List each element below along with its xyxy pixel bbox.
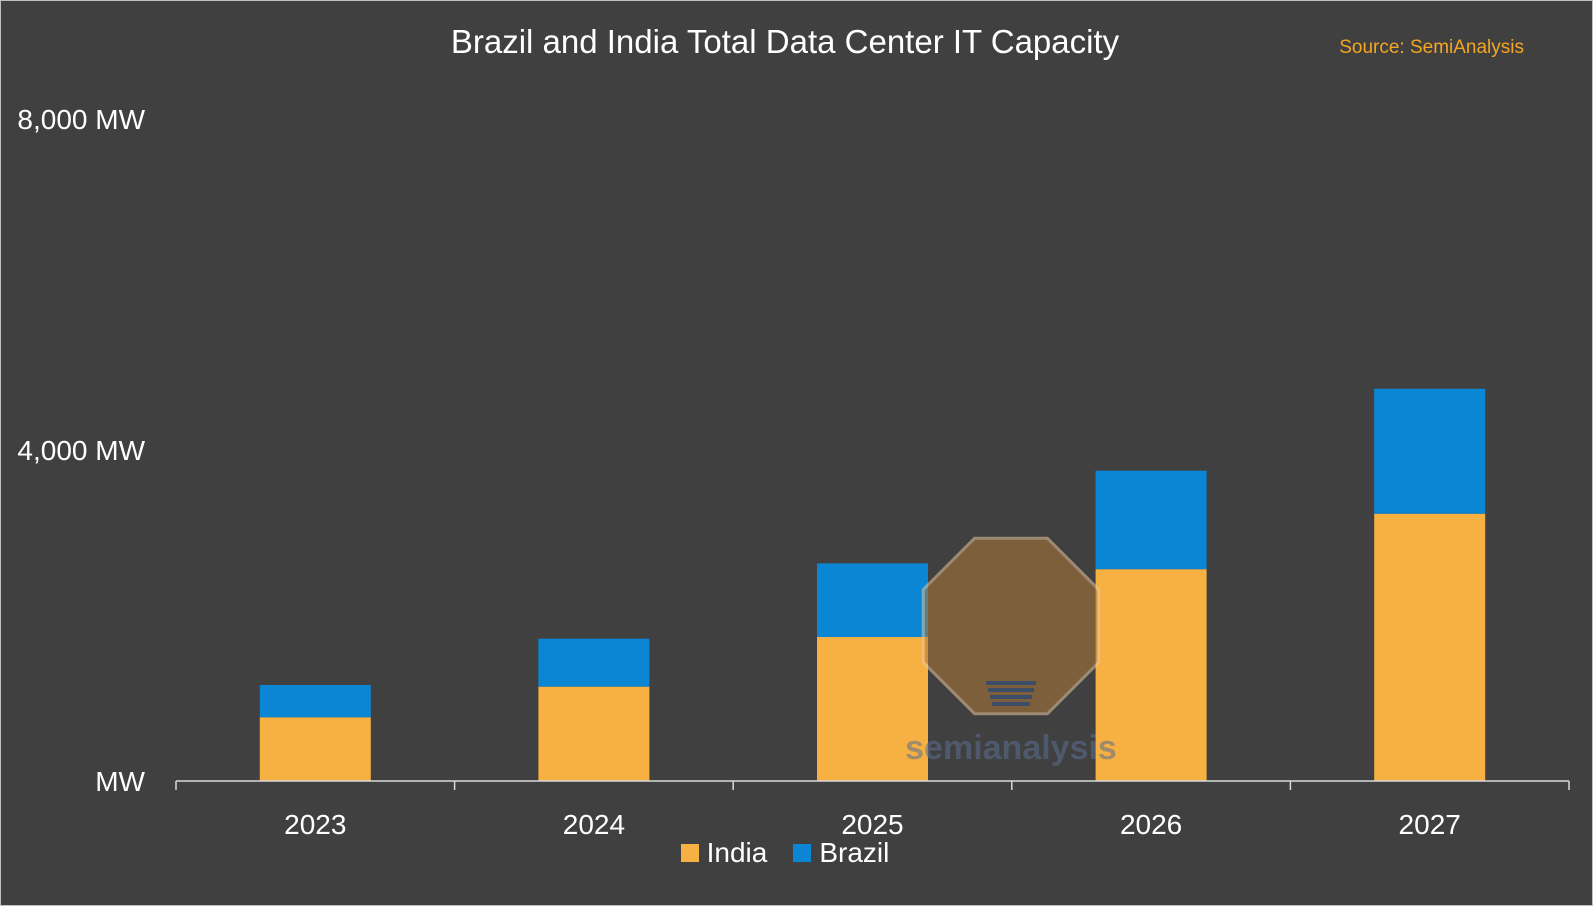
semianalysis-logo-watermark: semianalysis xyxy=(905,536,1117,767)
legend-swatch xyxy=(680,844,699,862)
legend-label: India xyxy=(706,837,768,868)
legend: India Brazil xyxy=(1,837,1569,869)
bar-brazil-2023 xyxy=(259,685,371,718)
legend-label: Brazil xyxy=(819,837,890,868)
bar-brazil-2026 xyxy=(1095,470,1207,570)
legend-item-brazil: Brazil xyxy=(793,837,889,869)
bar-india-2025 xyxy=(817,637,928,781)
x-tick-label: 2027 xyxy=(1399,809,1461,840)
y-tick-label: 8,000 MW xyxy=(17,104,145,135)
bar-brazil-2027 xyxy=(1374,388,1486,514)
bar-india-2026 xyxy=(1095,569,1207,781)
bar-brazil-2025 xyxy=(817,563,928,638)
bar-india-2027 xyxy=(1374,513,1486,781)
chart-title: Brazil and India Total Data Center IT Ca… xyxy=(450,23,1120,60)
bar-india-2024 xyxy=(538,686,650,781)
bar-brazil-2024 xyxy=(538,638,650,687)
svg-text:semianalysis: semianalysis xyxy=(905,729,1117,767)
bar-india-2023 xyxy=(259,717,371,781)
x-tick-label: 2024 xyxy=(563,809,625,840)
y-tick-label: 4,000 MW xyxy=(17,435,145,466)
legend-item-india: India xyxy=(680,837,768,869)
source-label: Source: SemiAnalysis xyxy=(1339,37,1524,58)
legend-swatch xyxy=(793,844,812,862)
x-tick-label: 2026 xyxy=(1120,809,1182,840)
y-tick-label: MW xyxy=(95,766,145,797)
x-tick-label: 2023 xyxy=(284,809,346,840)
x-tick-label: 2025 xyxy=(841,809,903,840)
